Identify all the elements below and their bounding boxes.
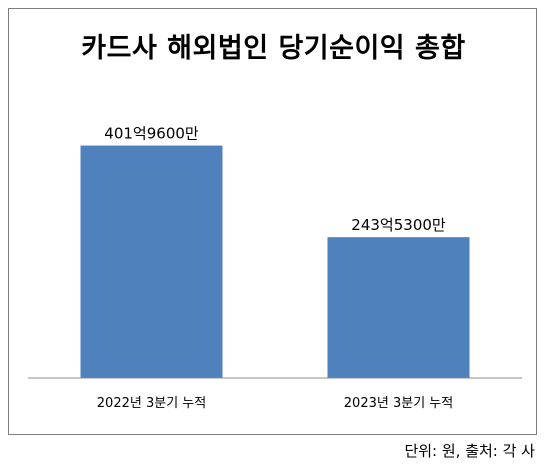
source-note: 단위: 원, 출처: 각 사 [404,442,535,460]
chart-title: 카드사 해외법인 당기순이익 총합 [81,33,466,64]
data-label-1: 401억9600만 [104,125,199,143]
data-label-2: 243억5300만 [351,216,446,234]
x-tick-label-2: 2023년 3분기 누적 [344,396,453,411]
bar-2 [327,237,470,378]
x-tick-label-1: 2022년 3분기 누적 [97,396,206,411]
bar-1 [80,145,223,378]
